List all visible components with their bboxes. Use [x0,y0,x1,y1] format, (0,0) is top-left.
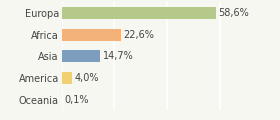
Text: 22,6%: 22,6% [123,30,154,40]
Bar [62,72,72,84]
Bar [62,29,121,41]
Text: 0,1%: 0,1% [64,95,88,105]
Text: 58,6%: 58,6% [218,8,249,18]
Text: 14,7%: 14,7% [102,51,133,61]
Bar [62,7,216,19]
Text: 4,0%: 4,0% [74,73,99,83]
Bar [62,51,101,62]
